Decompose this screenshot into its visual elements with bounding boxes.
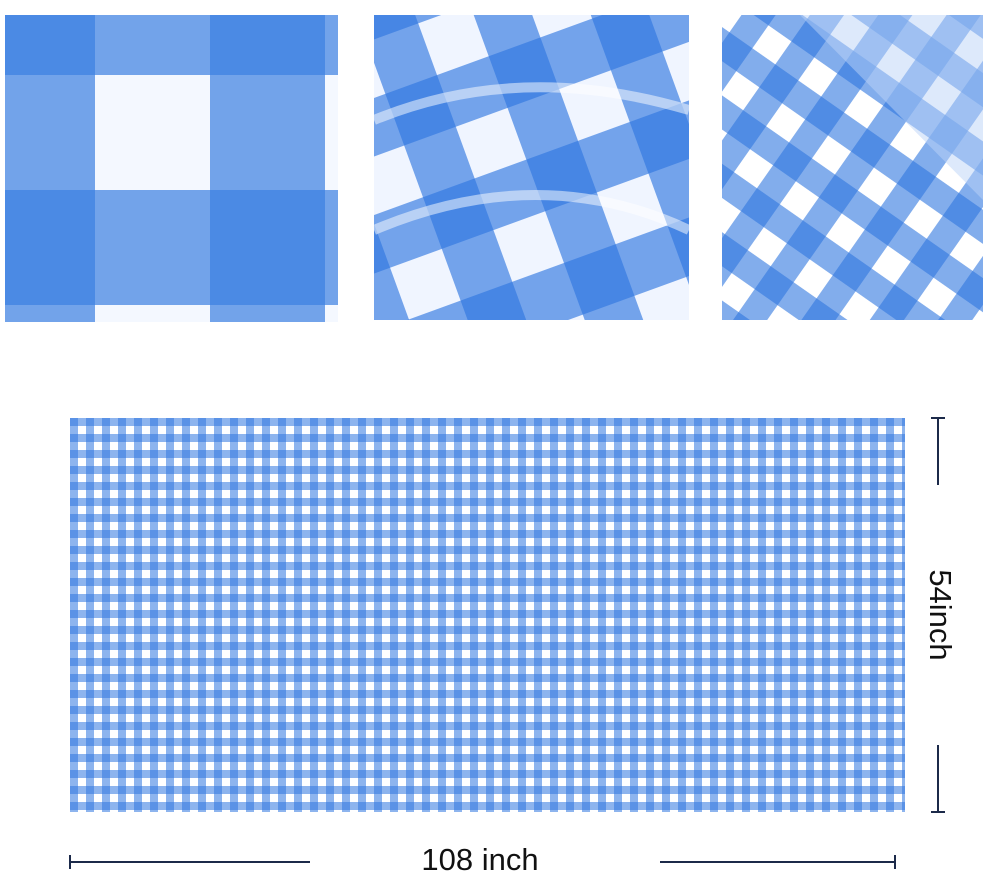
drape-overlay xyxy=(800,15,983,200)
fold-highlight xyxy=(372,82,691,125)
width-label: 108 inch xyxy=(421,842,538,877)
thumbnail-closeup xyxy=(5,15,338,322)
tablecloth xyxy=(70,418,905,812)
height-label: 54inch xyxy=(923,569,958,660)
height-dimension xyxy=(931,417,945,813)
thumbnail-folded xyxy=(374,15,689,320)
width-dimension xyxy=(69,855,896,869)
fold-highlight xyxy=(372,190,692,235)
